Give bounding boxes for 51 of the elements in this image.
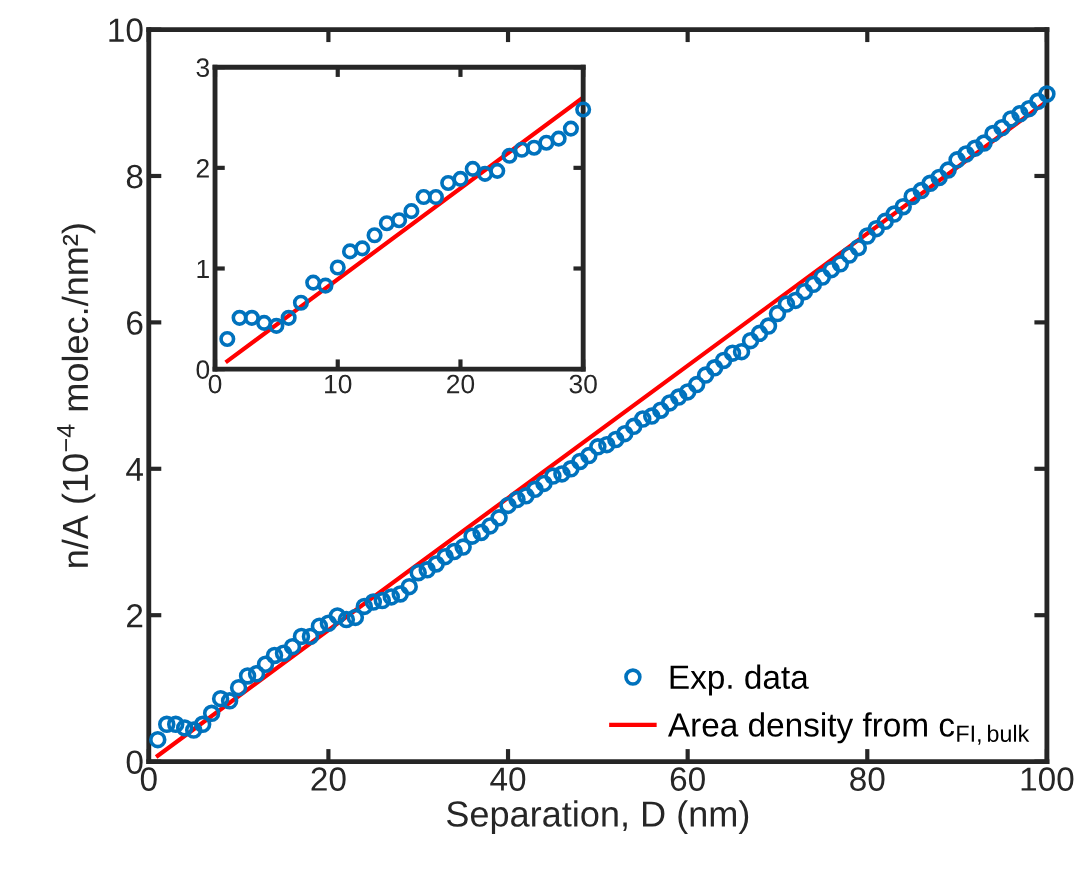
y-tick-label: 2 [196, 158, 209, 178]
x-axis-title: Separation, D (nm) [446, 800, 749, 834]
x-tick-label: 100 [1021, 767, 1074, 791]
legend-label: Area density from c$_{FI,bulk}$ [667, 712, 1030, 745]
point [562, 120, 579, 137]
point [501, 147, 518, 164]
point [341, 243, 359, 260]
point [513, 141, 530, 158]
point [526, 139, 543, 156]
point [354, 240, 371, 257]
x-tick-label: 80 [850, 767, 885, 791]
x-tick-label: 40 [490, 767, 526, 791]
point [489, 162, 506, 179]
point [329, 259, 346, 276]
point [243, 309, 260, 326]
y-tick-label: 1 [197, 259, 209, 279]
point [403, 203, 420, 220]
point [317, 277, 334, 294]
point [231, 309, 248, 326]
point [256, 314, 273, 331]
point [415, 188, 432, 206]
y-tick-label: 4 [126, 457, 143, 481]
point [268, 317, 285, 334]
point [476, 165, 494, 182]
x-tick-label: 60 [670, 767, 705, 791]
point [292, 294, 309, 311]
point [538, 134, 555, 151]
x-tick-label: 10 [325, 374, 352, 394]
point [280, 309, 297, 326]
y-tick-label: 3 [196, 58, 210, 78]
x-tick-label: 20 [447, 374, 475, 394]
y-tick-label: 2 [127, 604, 143, 628]
point [440, 174, 457, 192]
point [427, 188, 444, 206]
point [378, 215, 395, 232]
point [575, 101, 592, 118]
y-tick-label: 0 [196, 360, 210, 379]
point [366, 227, 383, 244]
y-tick-label: 10 [109, 18, 143, 42]
point [452, 170, 469, 187]
x-tick-label: 30 [569, 374, 597, 394]
point [219, 330, 236, 348]
y-tick-label: 8 [126, 164, 143, 189]
point [305, 274, 322, 291]
point [391, 212, 408, 229]
y-tick-label: 6 [127, 311, 143, 335]
legend-label: Exp. data [670, 664, 809, 696]
y-axis-title: n/A (10$^{−4}$ molec./nm²) [57, 224, 96, 567]
point [464, 160, 481, 177]
x-tick-label: 20 [311, 767, 346, 791]
point [550, 130, 567, 147]
